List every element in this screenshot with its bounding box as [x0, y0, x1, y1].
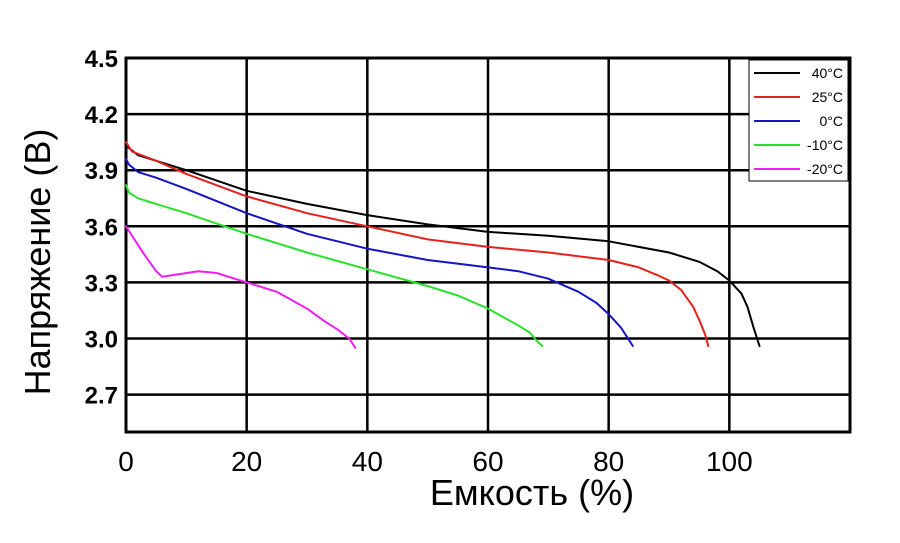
y-tick-label: 3.0 [85, 327, 118, 354]
plot-area-frame [124, 56, 852, 434]
x-tick-label: 20 [231, 446, 262, 477]
y-axis-title: Напряжение (В) [17, 129, 58, 396]
series-line-4 [125, 225, 357, 349]
x-tick-label: 80 [593, 446, 624, 477]
series-line-1 [125, 141, 710, 347]
grid-lines [126, 56, 850, 432]
legend-label-0: 40°C [812, 65, 843, 81]
legend: 40°C 25°C 0°C -10°C -20°C [748, 59, 849, 182]
x-tick-label: 100 [706, 446, 753, 477]
legend-label-3: -10°C [807, 137, 843, 153]
x-tick-label: 60 [472, 446, 503, 477]
x-axis-title: Емкость (%) [430, 472, 634, 513]
series-line-0 [125, 144, 761, 347]
series-line-2 [125, 158, 634, 347]
y-tick-label: 4.5 [85, 46, 118, 73]
legend-label-1: 25°C [812, 89, 843, 105]
x-tick-label: 40 [352, 446, 383, 477]
y-tick-label: 3.9 [85, 158, 118, 185]
y-tick-label: 3.6 [85, 214, 118, 241]
y-tick-label: 4.2 [85, 102, 118, 129]
y-tick-labels: 4.5 4.2 3.9 3.6 3.3 3.0 2.7 [85, 46, 118, 410]
x-tick-label: 0 [118, 446, 134, 477]
legend-label-4: -20°C [807, 161, 843, 177]
legend-label-2: 0°C [820, 113, 844, 129]
y-tick-label: 2.7 [85, 383, 118, 410]
series-line-3 [125, 184, 544, 347]
series-lines [125, 141, 761, 349]
x-tick-labels: 0 20 40 60 80 100 [118, 446, 752, 477]
y-tick-label: 3.3 [85, 270, 118, 297]
